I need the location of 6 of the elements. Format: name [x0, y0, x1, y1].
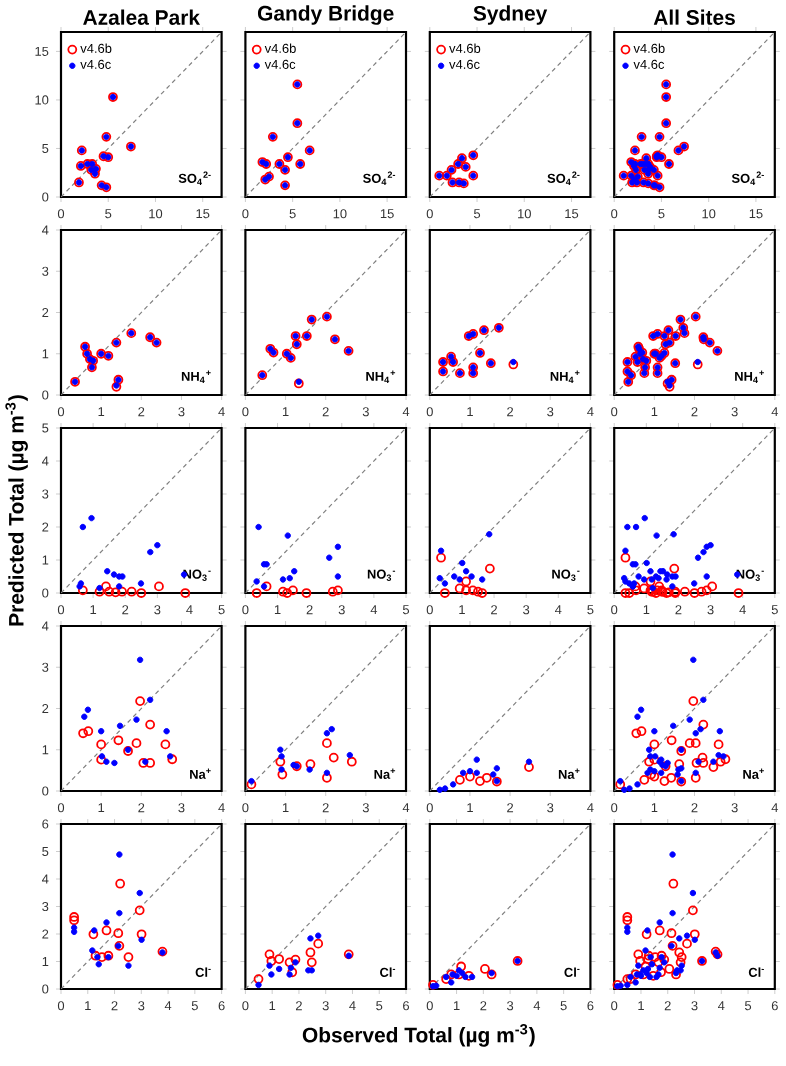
chart-title: Azalea Park	[83, 9, 201, 25]
x-axis-title: Observed Total (µg m$^{-3}$)	[302, 1024, 535, 1047]
chart-title: All Sites	[653, 9, 735, 25]
chart-title: Sydney	[473, 5, 548, 25]
chart-title: Gandy Bridge	[257, 5, 394, 25]
y-axis-title: Predicted Total (µg m$^{-3}$)	[5, 395, 28, 626]
